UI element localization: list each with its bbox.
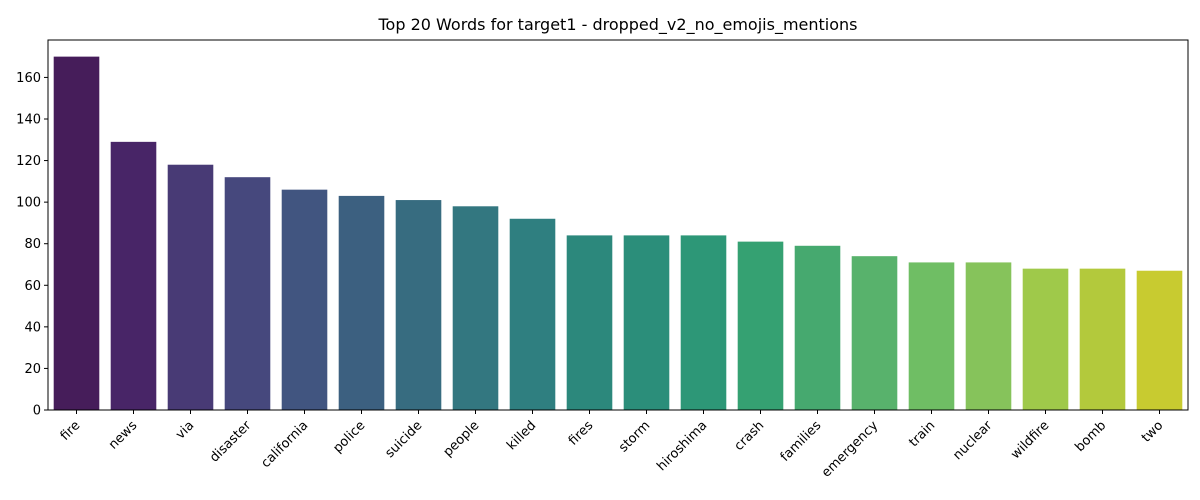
bar-crash <box>737 241 784 410</box>
bar-news <box>110 141 157 410</box>
x-tick-label: wildfire <box>1008 418 1052 462</box>
x-tick-label: crash <box>732 418 768 454</box>
y-tick-label: 160 <box>16 71 41 86</box>
bar-fire <box>53 56 100 411</box>
bar-nuclear <box>965 262 1012 410</box>
x-tick-label: bomb <box>1072 418 1109 455</box>
bar-via <box>167 164 214 410</box>
x-tick-label: hiroshima <box>654 418 710 474</box>
x-tick-label: nuclear <box>950 418 995 463</box>
bar-suicide <box>395 200 442 410</box>
y-tick-label: 60 <box>24 279 41 294</box>
x-tick-label: fire <box>58 418 84 444</box>
y-tick-label: 80 <box>24 237 41 252</box>
x-tick-label: police <box>330 418 368 456</box>
bar-train <box>908 262 955 410</box>
x-axis: fire news via disaster california police suici… <box>58 410 1166 481</box>
bar-fires <box>566 235 613 410</box>
x-tick-label: california <box>258 418 311 471</box>
x-tick-label: two <box>1139 418 1166 445</box>
y-tick-label: 0 <box>33 404 41 419</box>
x-tick-label: via <box>173 418 197 442</box>
y-tick-label: 40 <box>24 320 41 335</box>
bar-storm <box>623 235 670 410</box>
x-tick-label: suicide <box>382 418 425 461</box>
chart-title: Top 20 Words for target1 - dropped_v2_no… <box>378 15 858 35</box>
x-tick-label: people <box>441 418 483 460</box>
bar-families <box>794 245 841 410</box>
bar-wildfire <box>1022 268 1069 410</box>
x-tick-label: disaster <box>207 418 255 466</box>
bar-bomb <box>1079 268 1126 410</box>
x-tick-label: emergency <box>819 418 882 481</box>
x-tick-label: killed <box>504 418 539 453</box>
bars-group <box>53 56 1183 411</box>
bar-police <box>338 195 385 410</box>
x-tick-label: train <box>906 418 938 450</box>
bar-hiroshima <box>680 235 727 410</box>
plot-frame <box>47 39 1189 411</box>
x-tick-label: fires <box>566 418 597 449</box>
y-tick-label: 120 <box>16 154 41 169</box>
x-tick-label: news <box>106 418 141 453</box>
x-tick-label: families <box>778 418 825 465</box>
y-tick-label: 20 <box>24 362 41 377</box>
bar-disaster <box>224 177 271 410</box>
y-axis: 0 20 40 60 80 100 120 140 160 <box>16 71 48 419</box>
bar-california <box>281 189 328 410</box>
x-tick-label: storm <box>616 418 653 455</box>
bar-killed <box>509 218 556 410</box>
bar-two <box>1136 270 1183 410</box>
bar-people <box>452 206 499 410</box>
y-tick-label: 140 <box>16 112 41 127</box>
y-tick-label: 100 <box>16 196 41 211</box>
bar-emergency <box>851 256 898 410</box>
